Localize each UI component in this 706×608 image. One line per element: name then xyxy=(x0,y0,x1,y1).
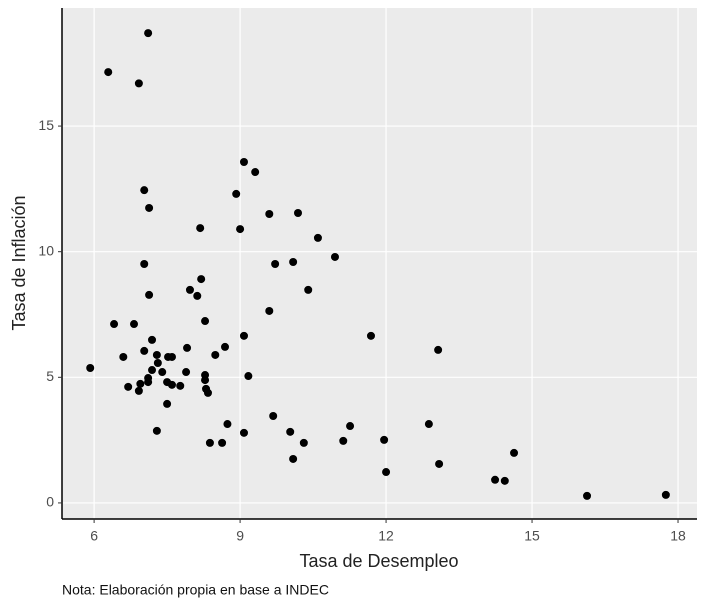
point xyxy=(218,438,227,447)
point xyxy=(239,331,248,340)
point xyxy=(265,306,274,315)
point xyxy=(500,476,509,485)
point xyxy=(271,260,280,269)
point xyxy=(201,376,210,385)
caption: Nota: Elaboración propia en base a INDEC xyxy=(62,582,329,598)
point xyxy=(130,320,139,329)
point xyxy=(183,343,192,352)
point xyxy=(236,225,245,234)
point xyxy=(239,158,248,167)
plot-background xyxy=(62,8,697,519)
point xyxy=(289,454,298,463)
point xyxy=(251,168,260,177)
point xyxy=(434,345,443,354)
x-tick-label: 6 xyxy=(90,528,98,544)
y-tick-label: 0 xyxy=(46,494,54,510)
point xyxy=(203,388,212,397)
point xyxy=(299,438,308,447)
point xyxy=(134,386,143,395)
point xyxy=(304,285,313,294)
point xyxy=(110,320,119,329)
point xyxy=(197,275,206,284)
point xyxy=(134,79,143,88)
point xyxy=(182,368,191,377)
point xyxy=(144,378,153,387)
point xyxy=(223,420,232,429)
point xyxy=(176,381,185,390)
point xyxy=(339,436,348,445)
point xyxy=(289,257,298,266)
point xyxy=(144,29,153,38)
point xyxy=(193,291,202,300)
point xyxy=(196,224,205,233)
point xyxy=(140,260,149,269)
point xyxy=(119,352,128,361)
point xyxy=(124,382,133,391)
point xyxy=(346,422,355,431)
point xyxy=(104,68,113,77)
point xyxy=(221,342,230,351)
point xyxy=(435,459,444,468)
x-tick-label: 15 xyxy=(524,528,540,544)
point xyxy=(239,428,248,437)
point xyxy=(201,317,210,326)
point xyxy=(148,366,157,375)
y-tick-label: 5 xyxy=(46,368,54,384)
point xyxy=(232,189,241,198)
y-tick-label: 10 xyxy=(38,242,54,258)
point xyxy=(205,438,214,447)
x-tick-label: 12 xyxy=(378,528,394,544)
point xyxy=(86,364,95,373)
x-tick-label: 18 xyxy=(670,528,686,544)
point xyxy=(145,203,154,212)
point xyxy=(152,350,161,359)
point xyxy=(158,368,167,377)
y-tick-label: 15 xyxy=(38,117,54,133)
point xyxy=(244,372,253,381)
point xyxy=(140,346,149,355)
point xyxy=(424,420,433,429)
point xyxy=(269,411,278,420)
point xyxy=(380,435,389,444)
point xyxy=(382,468,391,477)
point xyxy=(583,491,592,500)
point xyxy=(167,352,176,361)
point xyxy=(152,426,161,435)
point xyxy=(293,209,302,218)
point xyxy=(185,285,194,294)
y-axis-title: Tasa de Inflación xyxy=(9,195,29,330)
x-axis-title: Tasa de Desempleo xyxy=(299,551,458,571)
point xyxy=(313,233,322,242)
point xyxy=(136,379,145,388)
point xyxy=(140,186,149,195)
point xyxy=(286,427,295,436)
point xyxy=(153,358,162,367)
point xyxy=(661,490,670,499)
point xyxy=(163,399,172,408)
point xyxy=(330,252,339,261)
point xyxy=(366,331,375,340)
x-tick-label: 9 xyxy=(236,528,244,544)
point xyxy=(491,475,500,484)
point xyxy=(148,335,157,344)
point xyxy=(265,210,274,219)
point xyxy=(211,350,220,359)
point xyxy=(145,290,154,299)
point xyxy=(510,448,519,457)
point xyxy=(167,380,176,389)
